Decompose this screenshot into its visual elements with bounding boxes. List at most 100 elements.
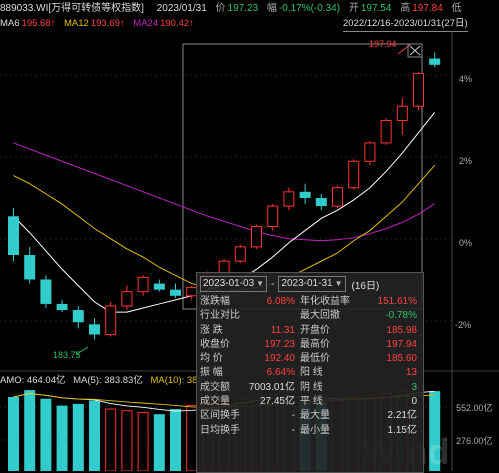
volume-bar: [40, 398, 52, 471]
candle-body: [234, 246, 246, 262]
ma-legend: MA6 195.68↑ MA12 193.69↑ MA24 190.42↑ 2022/…: [0, 17, 499, 32]
ma12-label: MA12: [64, 18, 89, 29]
amo-value: AMO: 464.04亿: [0, 375, 66, 386]
stat-value: 1.15亿: [387, 424, 417, 436]
stat-value: 2.21亿: [387, 410, 417, 422]
stat-value: 0: [411, 396, 417, 408]
candle-body: [105, 305, 117, 336]
candle: [396, 98, 408, 135]
candle-body: [283, 191, 295, 207]
day-count: (16日): [351, 280, 380, 292]
stat-label: 最小量: [300, 424, 330, 436]
stat-value: 11.31: [270, 324, 295, 336]
candle: [332, 185, 343, 209]
candle-body: [267, 205, 279, 227]
ma24-series: [13, 142, 435, 242]
candle: [170, 283, 181, 298]
candle: [348, 159, 360, 190]
ma6-value: 195.68↑: [21, 18, 56, 29]
volume-bar: [137, 411, 149, 471]
volume-bar: [8, 396, 19, 471]
high-label: 高: [400, 3, 411, 14]
candle: [251, 224, 262, 249]
price-label: 价: [215, 3, 226, 14]
stat-label: 成交量: [200, 396, 230, 408]
stat-value: 185.98: [386, 324, 417, 336]
pct-tick-neg2: -2%: [455, 320, 471, 330]
volume-bar: [89, 400, 100, 471]
open-value: 197.54: [360, 3, 392, 14]
ma24-value: 190.42↑: [160, 18, 194, 29]
stat-value: 185.60: [386, 353, 417, 365]
pct-tick-0: 0%: [459, 238, 472, 248]
candle-body: [413, 73, 424, 107]
date-separator: -: [271, 278, 275, 290]
candle: [315, 193, 327, 211]
candle: [24, 246, 36, 284]
close-icon[interactable]: [407, 43, 423, 58]
candle: [105, 301, 117, 337]
stat-label: 区间换手: [200, 410, 240, 422]
stat-value: -: [291, 424, 295, 436]
vol-tick-mid: 276.00亿: [456, 435, 493, 446]
stat-value: -: [291, 410, 295, 422]
stat-label: 最高价: [300, 338, 330, 350]
candle-body: [137, 276, 149, 293]
stat-value: 7003.01亿: [248, 381, 295, 393]
end-date-picker[interactable]: 2023-01-31 ▼: [278, 276, 346, 292]
stat-value: 6.08%: [266, 296, 295, 307]
stat-label: 最低价: [300, 353, 330, 365]
volume-bar: [170, 409, 181, 471]
candle-body: [153, 283, 165, 290]
popup-date-bar: 2023-01-03 ▼ - 2023-01-31 ▼ (16日): [197, 273, 423, 295]
ma6-label: MA6: [0, 18, 20, 29]
volume-bar: [121, 410, 133, 471]
stat-label: 均 价: [200, 353, 223, 365]
candle: [56, 299, 68, 313]
stat-value: [245, 309, 297, 323]
ma24-line: [13, 142, 435, 242]
candle-body: [72, 310, 84, 323]
stat-label: 行业对比: [200, 310, 240, 322]
change-label: 幅: [266, 3, 277, 14]
candle-body: [315, 197, 327, 207]
high-mark-label: 197.94: [369, 39, 397, 49]
volume-bar: [105, 408, 117, 471]
low-mark-label: 183.75: [53, 350, 81, 360]
candle-body: [348, 160, 360, 189]
change-value: -0.17%(-0.34): [278, 3, 341, 14]
quote-header: 889033.WI[万得可转债等权指数] 2023/01/31 价 197.23 …: [0, 0, 499, 17]
candle: [153, 279, 165, 292]
high-value: 197.84: [412, 3, 443, 14]
ma24-label: MA24: [133, 18, 159, 29]
start-date-picker[interactable]: 2023-01-03 ▼: [200, 276, 268, 292]
candle-body: [24, 255, 36, 280]
date-range: 2022/12/16-2023/01/31(27日): [343, 17, 468, 32]
candle: [413, 71, 424, 111]
stat-label: 开盘价: [300, 324, 330, 336]
candle: [267, 204, 279, 231]
stat-label: 最大回撤: [300, 310, 340, 322]
chevron-down-icon: ▼: [256, 279, 265, 288]
candle: [380, 118, 392, 145]
pct-tick-4: 4%: [459, 74, 472, 84]
stat-label: 年化收益率: [300, 296, 350, 307]
candle-body: [299, 191, 311, 198]
candles-layer: [8, 52, 441, 340]
candle: [234, 244, 246, 264]
candle: [40, 275, 52, 309]
volume-bar: [24, 390, 36, 471]
candle-body: [170, 289, 181, 296]
stat-value: -0.78%: [385, 310, 417, 322]
stat-value: 151.61%: [377, 296, 417, 307]
quote-date: 2023/01/31: [156, 3, 207, 14]
open-label: 开: [348, 3, 359, 14]
stat-label: 阴 线: [300, 381, 323, 393]
instrument-code[interactable]: 889033.WI[万得可转债等权指数]: [0, 3, 144, 14]
candle-body: [8, 216, 19, 256]
candle: [364, 140, 376, 166]
stat-value: 197.23: [264, 338, 295, 350]
stat-value: 197.94: [386, 338, 417, 350]
chevron-down-icon: ▼: [334, 279, 343, 288]
candle: [89, 318, 100, 340]
